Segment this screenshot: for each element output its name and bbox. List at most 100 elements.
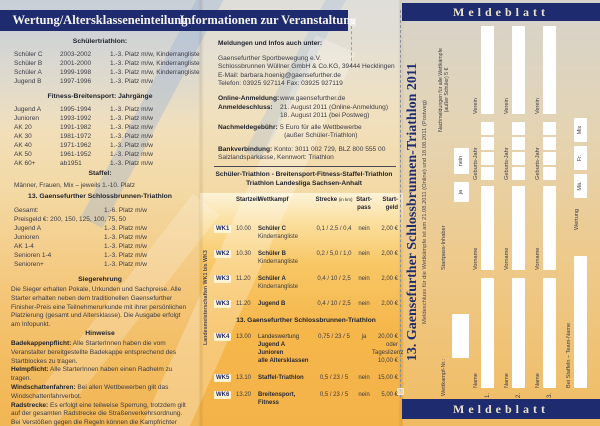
platz-cell: 1.-6. Platz m/w xyxy=(104,207,147,214)
class-cell: AK 50 xyxy=(14,151,32,158)
table-row: Schüler A 1999-1998 1.-3. Platz m/w, Kin… xyxy=(14,68,200,77)
geburtsjahr-digit-box[interactable] xyxy=(481,122,494,135)
startgeld-cell: 5,00 € xyxy=(372,391,398,407)
geburtsjahr-digit-box[interactable] xyxy=(543,122,556,135)
geburtsjahr-digit-box[interactable] xyxy=(543,167,556,180)
wk-row: WK5 13.10 Staffel-Triathlon 0,5 / 23 / 5… xyxy=(214,374,398,382)
years-cell: 1981-1972 xyxy=(60,133,92,140)
wk-table-header: Startzeit Wettkampf Strecke (in km) Star… xyxy=(214,196,398,212)
fold-crease-left xyxy=(198,0,204,426)
table-row: Senioren+ 1.-3. Platz m/w xyxy=(14,260,196,269)
nachmeldegebuehr-line2: (außer Schüler-Triathlon) xyxy=(284,132,358,140)
vorname-field[interactable] xyxy=(543,186,556,270)
verein-field[interactable] xyxy=(512,26,525,114)
geburtsjahr-label: Geburts-Jahr xyxy=(535,147,541,180)
anmeldeschluss-values: 21. August 2011 (Online-Anmeldung) 18. A… xyxy=(280,104,388,121)
startpass-nein-box[interactable]: nein xyxy=(454,148,469,174)
platz-cell: 1.-3. Platz m/w xyxy=(110,124,153,131)
wettkampf-nr-field[interactable] xyxy=(452,314,469,358)
separator-line xyxy=(214,166,396,167)
platz-cell: 1.-3. Platz m/w xyxy=(110,115,153,122)
geburtsjahr-digit-box[interactable] xyxy=(512,137,525,150)
person-number: 2. xyxy=(516,392,522,398)
geburtsjahr-label: Geburts-Jahr xyxy=(504,147,510,180)
vorname-field[interactable] xyxy=(481,186,494,270)
header-startpass: Start- pass xyxy=(356,197,372,211)
years-cell: 1993-1992 xyxy=(60,115,92,122)
startzeit-cell: 10.30 xyxy=(236,251,252,257)
startgeld-value: 15,00 € xyxy=(377,375,398,381)
strecke-cell: 0,5 / 23 / 5 xyxy=(319,392,349,398)
hinweis-label: Windschattenfahren: xyxy=(11,383,76,391)
name-field[interactable] xyxy=(543,278,556,388)
startgeld-value: 5,00 € xyxy=(381,392,398,398)
table-row: Schüler B 2001-2000 1.-3. Platz m/w, Kin… xyxy=(14,59,200,68)
table-row: Gesamt: 1.-6. Platz m/w xyxy=(14,206,196,215)
sieger-text: Die Sieger erhalten Pokale, Urkunden und… xyxy=(11,286,187,329)
years-cell: 1997-1996 xyxy=(60,78,92,85)
wettkampf-sub: Kinderrangliste xyxy=(258,284,299,290)
table-row: AK 40 1971-1962 1.-3. Platz m/w xyxy=(14,141,196,150)
person-row: 2. Name Vorname Geburts-Jahr Verein xyxy=(504,26,533,398)
table-row: Senioren 1-4 1.-3. Platz m/w xyxy=(14,251,196,260)
hinweise-list: Badekappenpflicht: Alle StarterInnen hab… xyxy=(11,340,191,426)
wettkampf-cell: Jugend B xyxy=(258,300,312,308)
hinweis-item: Helmpflicht: Alle StarterInnen haben ein… xyxy=(11,366,191,384)
contact-line: Telefon: 03925 927114 Fax: 03925 927119 xyxy=(218,80,343,88)
person-number: 1. xyxy=(485,392,491,398)
years-cell: ab1951 xyxy=(60,160,82,167)
header-wettkampf: Wettkampf xyxy=(258,197,289,203)
scissors-mark xyxy=(397,388,404,395)
verein-field[interactable] xyxy=(543,26,556,114)
bank-label: Bankverbindung: xyxy=(218,146,273,153)
wertung-option-box[interactable]: Mix xyxy=(574,118,587,142)
platz-cell xyxy=(104,215,196,224)
platz-cell: 1.-3. Platz m/w xyxy=(104,225,147,232)
class-cell: Senioren+ xyxy=(14,261,44,268)
wk-cell: WK2 xyxy=(214,250,236,266)
startzeit-cell: 11.20 xyxy=(236,301,251,307)
geburtsjahr-digit-box[interactable] xyxy=(512,152,525,165)
geburtsjahr-digit-box[interactable] xyxy=(481,152,494,165)
geburtsjahr-digit-box[interactable] xyxy=(512,122,525,135)
geburtsjahr-digit-box[interactable] xyxy=(481,137,494,150)
bank-institut: Salzlandsparkasse, Kennwort: Triathlon xyxy=(218,154,334,162)
vorname-field[interactable] xyxy=(512,186,525,270)
wk-rows-triathlon: WK4 13.00 Landeswertung Jugend A Junioren… xyxy=(214,333,403,407)
staffel-teamname-field[interactable] xyxy=(574,256,587,388)
years-cell: 2001-2000 xyxy=(60,60,92,67)
class-cell: Schüler B xyxy=(14,60,43,67)
name-label: Name xyxy=(473,373,479,388)
class-cell: Junioren xyxy=(14,234,39,241)
geburtsjahr-digit-box[interactable] xyxy=(543,152,556,165)
geburtsjahr-digit-box[interactable] xyxy=(543,137,556,150)
header-startgeld: Start- geld xyxy=(382,197,398,211)
startzeit-cell: 11.20 xyxy=(236,276,251,282)
startpass-ja-box[interactable]: ja xyxy=(454,182,469,202)
wertung-option-box[interactable]: Fr. xyxy=(574,146,587,170)
table-row: Junioren 1.-3. Platz m/w xyxy=(14,233,196,242)
nachmeldegebuehr-values: 5 Euro für alle Wettbewerbe (außer Schül… xyxy=(280,124,362,141)
startgeld-cell: 2,00 € xyxy=(381,301,398,307)
startgeld-value: 20,00 € xyxy=(377,334,398,340)
contact-line: Gaensefurther Sportbewegung e.V. xyxy=(218,55,322,62)
name-field[interactable] xyxy=(481,278,494,388)
platz-cell: 1.-3. Platz m/w, Kinderrangliste xyxy=(110,60,200,67)
wk-cell: WK3 xyxy=(214,300,236,308)
geburtsjahr-digit-box[interactable] xyxy=(512,167,525,180)
strecke-cell: 0,4 / 10 / 2,5 xyxy=(317,301,351,307)
wettkampf-name: Jugend B xyxy=(258,301,286,307)
hinweis-label: Radstrecke: xyxy=(11,401,49,409)
startpass-cell: ja xyxy=(361,334,367,340)
class-cell: Preisgeld €: 200, 150, 125, 100, 75, 50 xyxy=(14,216,127,223)
geburtsjahr-digit-box[interactable] xyxy=(481,167,494,180)
wertung-option-box[interactable]: Mä. xyxy=(574,174,587,198)
verein-field[interactable] xyxy=(481,26,494,114)
wk-row: WK1 10.00 Schüler C Kinderrangliste 0,1 /… xyxy=(214,225,398,241)
nachmeldegebuehr-label: Nachmeldegebühr: xyxy=(218,124,278,131)
nachmeldegebuehr-row: Nachmeldegebühr: 5 Euro für alle Wettbew… xyxy=(218,124,398,141)
name-field[interactable] xyxy=(512,278,525,388)
form-subtitle: Meldeschluss für die Wettkämpfe ist am 2… xyxy=(422,100,428,324)
verein-label: Verein xyxy=(504,98,510,114)
table-row: AK 30 1981-1972 1.-3. Platz m/w xyxy=(14,132,196,141)
